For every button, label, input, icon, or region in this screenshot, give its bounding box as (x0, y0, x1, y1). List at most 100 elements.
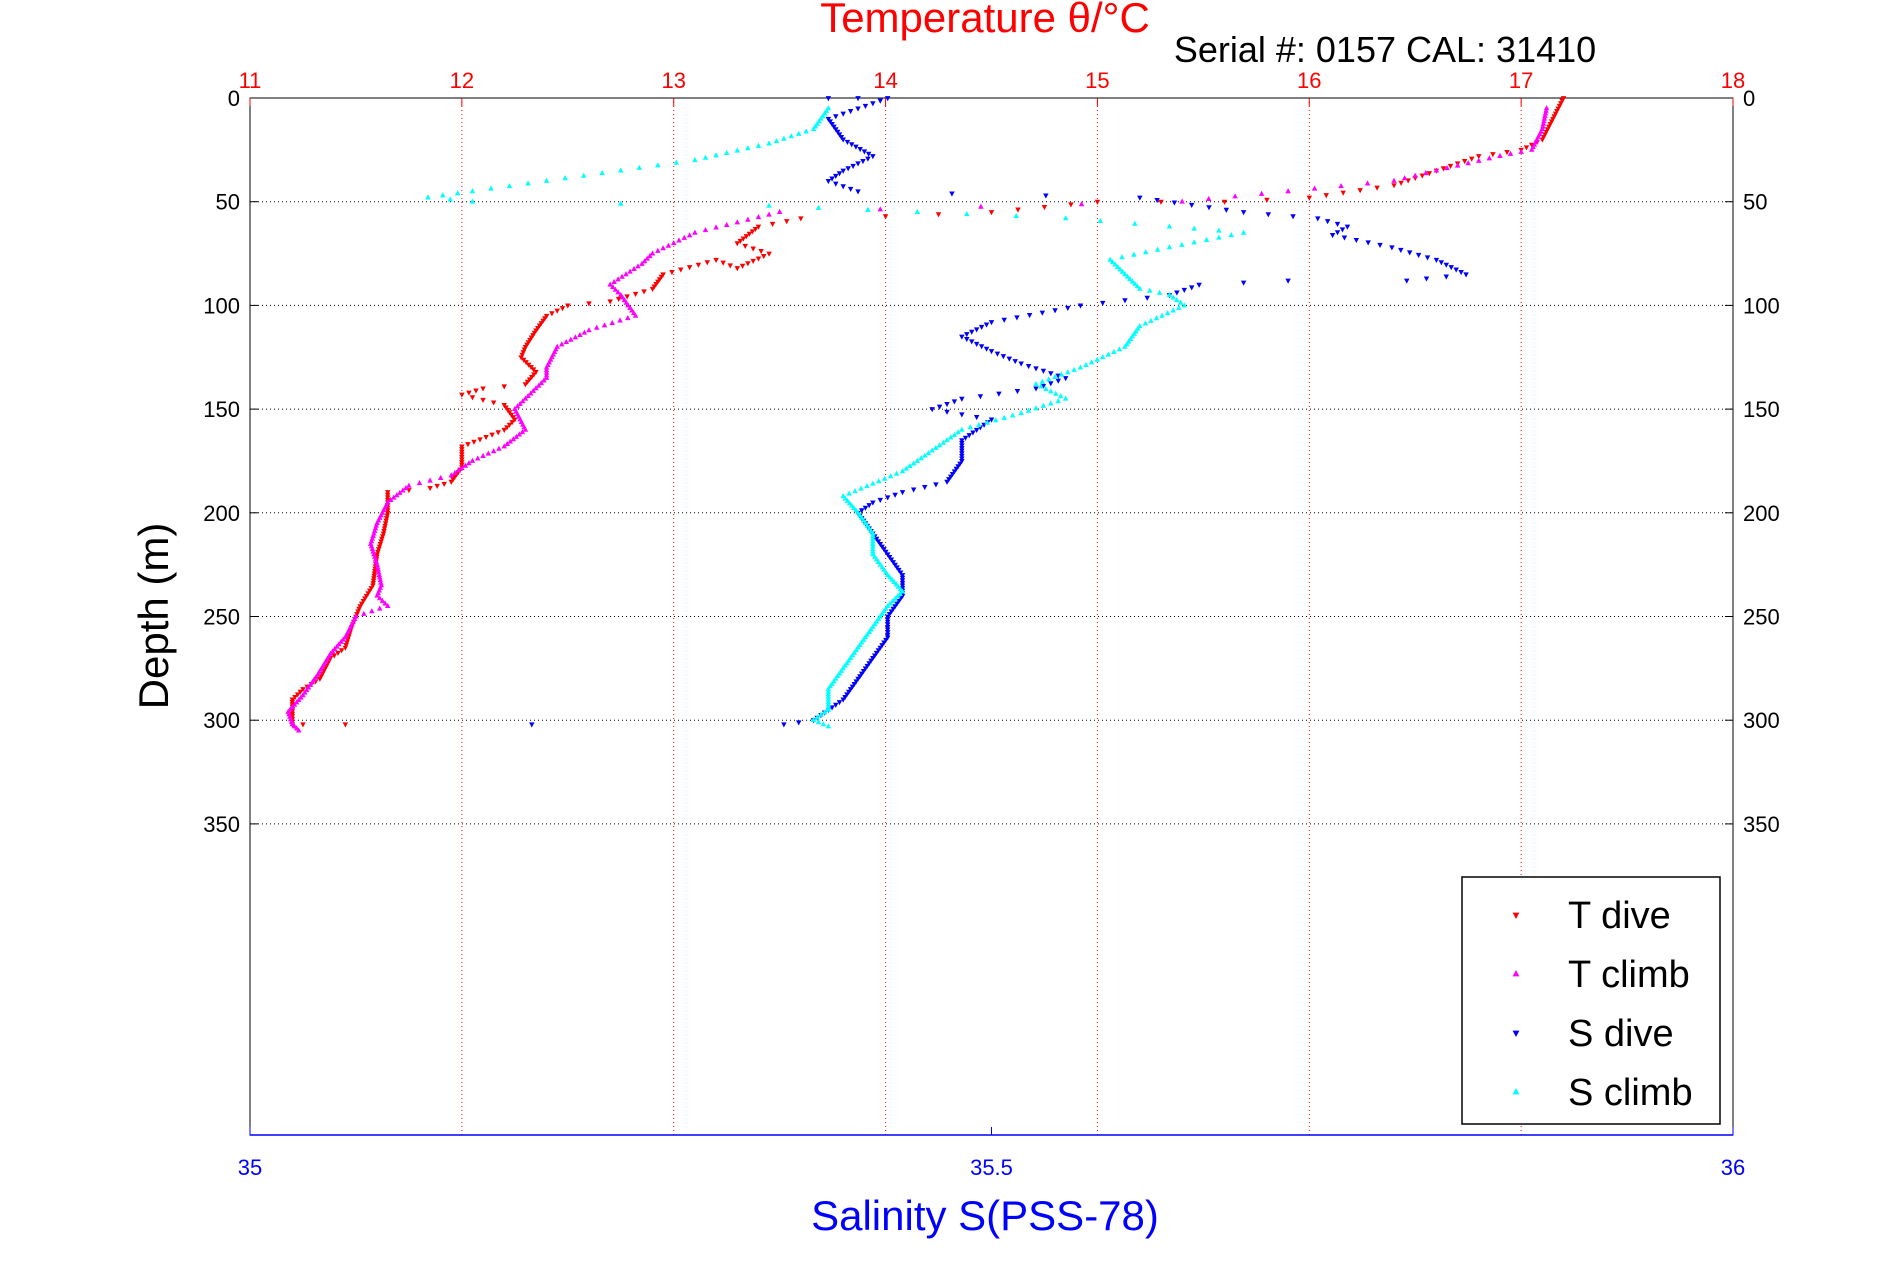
s-dive-point (959, 443, 965, 449)
s-dive-point (1154, 198, 1160, 204)
s-dive-point (1443, 274, 1450, 280)
t-climb-point (1078, 201, 1085, 207)
t-dive-point (459, 452, 465, 458)
s-climb-point (882, 475, 888, 481)
s-dive-point (859, 671, 865, 677)
s-climb-point (1057, 393, 1064, 399)
t-dive-point (1543, 129, 1550, 135)
t-climb-point (639, 260, 645, 266)
t-dive-point (1468, 156, 1475, 162)
t-dive-point (1264, 197, 1270, 203)
s-climb-point (1228, 232, 1234, 238)
t-dive-point (342, 645, 349, 651)
s-dive-point (988, 349, 995, 355)
t-dive-point (1426, 171, 1433, 177)
legend-label-s-climb: S climb (1568, 1072, 1693, 1114)
t-climb-point (374, 592, 380, 598)
s-dive-point (973, 327, 980, 333)
t-climb-point (522, 395, 529, 401)
s-dive-point (899, 578, 906, 584)
s-climb-point (599, 169, 605, 176)
t-climb-point (522, 426, 529, 432)
salinity-tick-label: 35 (238, 1155, 262, 1180)
s-dive-point (949, 471, 956, 478)
s-climb-point (918, 455, 924, 461)
t-dive-point (501, 427, 507, 434)
s-climb-point (1159, 312, 1165, 318)
t-dive-point (750, 258, 756, 265)
s-dive-point (884, 627, 891, 633)
t-climb-point (563, 338, 569, 345)
s-dive-point (1014, 389, 1021, 395)
s-climb-point (951, 431, 958, 437)
s-climb-point (1053, 390, 1059, 396)
t-climb-point (543, 364, 550, 370)
t-dive-point (743, 234, 750, 240)
t-climb-point (296, 727, 302, 733)
t-dive-point (734, 266, 740, 272)
s-dive-point (873, 536, 880, 542)
s-dive-point (1438, 260, 1445, 266)
t-dive-point (490, 400, 497, 406)
temperature-tick-label: 11 (239, 68, 262, 93)
s-dive-point (966, 433, 972, 439)
s-climb-point (723, 149, 730, 156)
s-dive-point (1014, 315, 1020, 321)
s-dive-point (1240, 280, 1247, 286)
s-dive-point (973, 341, 980, 347)
s-climb-point (755, 142, 762, 148)
s-climb-point (1170, 294, 1176, 300)
t-climb-point (469, 457, 476, 463)
s-dive-point (951, 469, 958, 475)
s-dive-point (1196, 282, 1202, 288)
depth-tick-label: 250 (203, 605, 240, 630)
t-dive-point (1546, 124, 1552, 130)
s-climb-point (1119, 254, 1125, 260)
s-climb-point (766, 140, 772, 146)
t-climb-point (632, 312, 639, 318)
s-climb-point (870, 543, 876, 549)
s-climb-point (1033, 405, 1039, 411)
t-dive-point (459, 460, 465, 466)
s-climb-point (825, 696, 832, 702)
s-climb-point (1143, 249, 1149, 255)
t-climb-point (1364, 180, 1371, 186)
t-dive-point (641, 289, 647, 295)
s-climb-point (1119, 268, 1126, 274)
s-dive-point (847, 186, 854, 192)
s-climb-point (907, 462, 913, 469)
t-climb-point (400, 487, 406, 493)
s-dive-point (851, 681, 858, 688)
depth-tick-label-right: 200 (1743, 501, 1780, 526)
t-climb-point (394, 492, 400, 498)
t-climb-point (1540, 120, 1547, 126)
t-climb-point (535, 382, 542, 388)
s-climb-point (1052, 373, 1058, 380)
s-climb-point (825, 723, 832, 729)
t-dive-point (1306, 195, 1313, 201)
s-dive-point (994, 351, 1001, 357)
t-dive-point (755, 224, 762, 230)
s-climb-point (713, 152, 719, 158)
s-dive-point (959, 334, 965, 340)
s-dive-point (825, 179, 832, 185)
s-dive-point (1062, 376, 1069, 382)
t-climb-point (378, 579, 384, 585)
t-climb-point (665, 242, 672, 248)
s-dive-point (1137, 195, 1143, 201)
t-climb-point (517, 400, 523, 406)
s-climb-point (944, 437, 950, 443)
s-dive-point (1329, 232, 1336, 239)
s-dive-point (884, 552, 891, 558)
s-climb-point (618, 200, 624, 206)
s-dive-point (957, 461, 963, 467)
t-dive-point (1559, 98, 1565, 104)
s-dive-point (1285, 278, 1291, 284)
s-dive-point (862, 103, 869, 109)
t-dive-point (686, 265, 693, 271)
s-climb-point (1088, 359, 1095, 365)
s-climb-point (1166, 291, 1173, 297)
s-dive-point (944, 479, 950, 485)
s-dive-point (946, 477, 952, 483)
